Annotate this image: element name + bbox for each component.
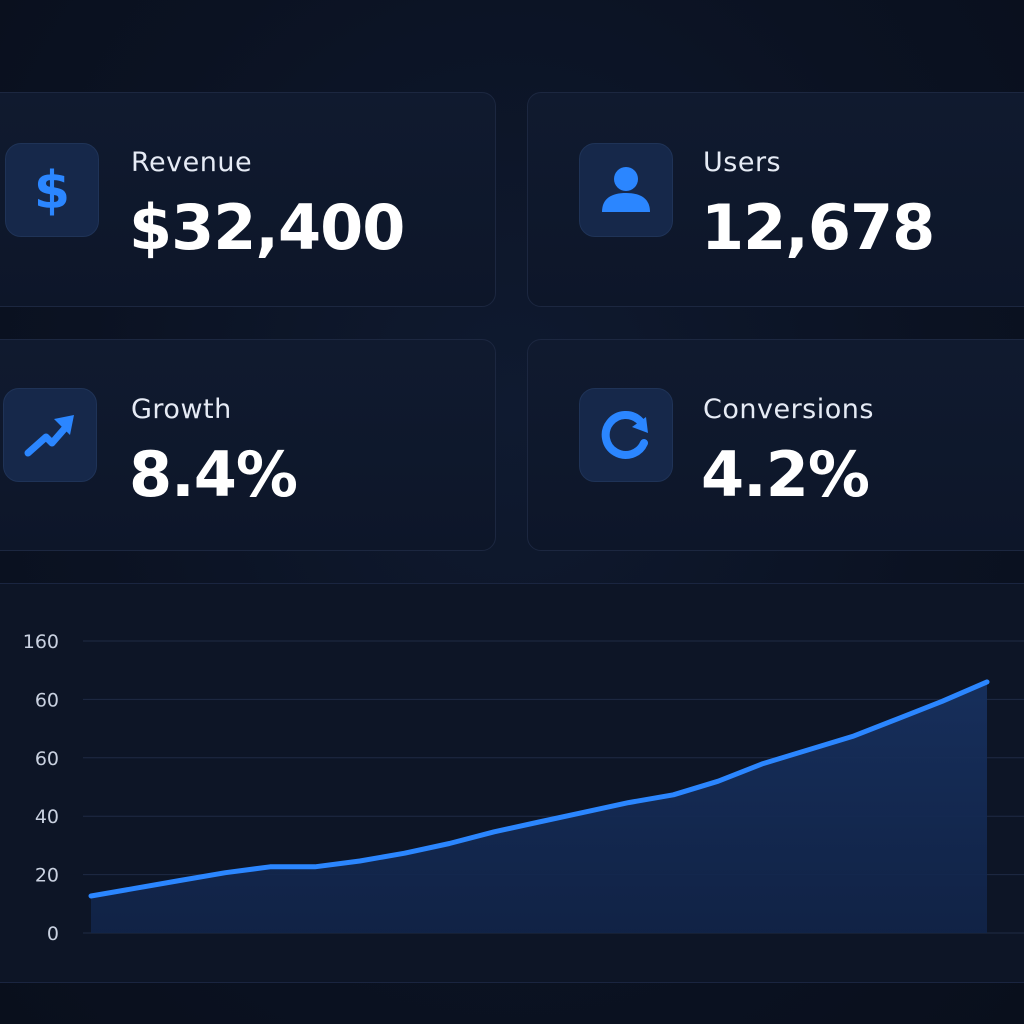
user-icon-box xyxy=(579,143,673,237)
line-chart: 0 20 40 60 60 160 xyxy=(23,631,1024,945)
line-chart-panel: 0 20 40 60 60 160 xyxy=(0,583,1024,983)
users-card[interactable]: Users 12,678 xyxy=(527,92,1024,307)
conversions-label: Conversions xyxy=(703,394,874,425)
growth-value: 8.4% xyxy=(129,438,298,511)
trend-up-icon-box xyxy=(3,388,97,482)
revenue-card[interactable]: $ Revenue $32,400 xyxy=(0,92,496,307)
conversions-value: 4.2% xyxy=(701,438,870,511)
conversions-card[interactable]: Conversions 4.2% xyxy=(527,339,1024,551)
y-tick-label: 60 xyxy=(35,748,59,770)
growth-card[interactable]: Growth 8.4% xyxy=(0,339,496,551)
y-tick-label: 0 xyxy=(47,923,59,945)
y-tick-label: 40 xyxy=(35,806,59,828)
series-line xyxy=(88,679,990,899)
dollar-icon: $ xyxy=(34,161,70,220)
users-label: Users xyxy=(703,147,782,178)
refresh-icon xyxy=(601,411,648,459)
users-value: 12,678 xyxy=(701,191,935,264)
revenue-value: $32,400 xyxy=(129,191,405,264)
y-tick-label: 60 xyxy=(35,689,59,711)
user-icon xyxy=(602,167,650,212)
svg-text:$: $ xyxy=(34,161,70,220)
y-tick-label: 20 xyxy=(35,865,59,887)
y-tick-label: 160 xyxy=(23,631,59,653)
dollar-icon-box: $ xyxy=(5,143,99,237)
trend-up-icon xyxy=(24,415,74,457)
refresh-icon-box xyxy=(579,388,673,482)
growth-label: Growth xyxy=(131,394,232,425)
series-area xyxy=(91,681,987,933)
revenue-label: Revenue xyxy=(131,147,253,178)
